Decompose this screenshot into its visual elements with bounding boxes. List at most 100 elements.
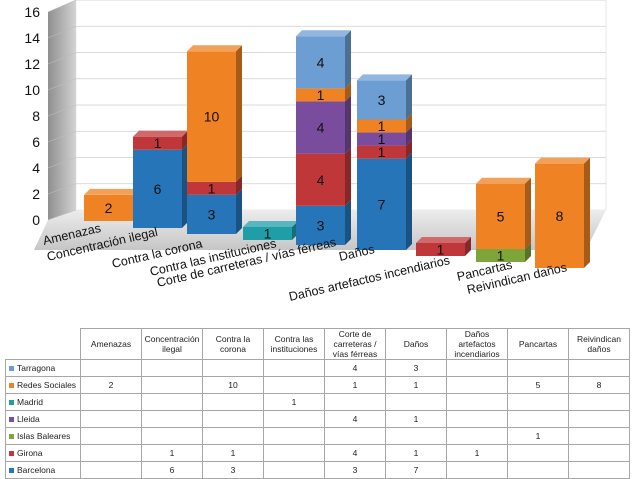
table-cell — [507, 461, 569, 479]
data-label: 1 — [378, 144, 386, 160]
y-tick-label: 4 — [32, 160, 40, 176]
table-cell — [507, 393, 569, 411]
table-cell — [446, 393, 508, 411]
table-cell — [568, 427, 630, 445]
bar-segment-front — [357, 132, 406, 146]
data-label: 4 — [317, 120, 325, 136]
table-header-row: Amenazas Concentración ilegal Contra la co… — [5, 328, 630, 360]
bar-segment: 1 — [296, 82, 351, 103]
table-cell — [80, 461, 142, 479]
bar-segment-side — [345, 95, 351, 154]
legend-label: Islas Baleares — [17, 431, 71, 441]
legend-swatch — [9, 434, 14, 440]
legend-swatch — [9, 383, 14, 389]
bar-segment-front — [535, 163, 584, 268]
gridline-side — [47, 183, 77, 195]
bar-segment-side — [345, 82, 351, 102]
bar-segment-front — [296, 205, 345, 245]
legend-label: Girona — [17, 448, 43, 458]
table-column-header: Pancartas — [507, 328, 569, 360]
bar-top — [416, 236, 471, 243]
table-cell: 1 — [385, 376, 447, 394]
data-label: 3 — [208, 206, 216, 222]
y-tick-label: 16 — [24, 4, 40, 20]
legend-swatch — [9, 366, 14, 372]
table-cell — [263, 444, 325, 462]
bar-segment-side — [584, 157, 590, 268]
table-cell — [568, 410, 630, 428]
table-cell — [80, 444, 142, 462]
bar-segment-side — [182, 143, 188, 228]
table-cell — [141, 393, 203, 411]
table-cell — [324, 393, 386, 411]
bar-segment: 1 — [243, 220, 298, 241]
bar-segment: 1 — [133, 130, 188, 151]
y-tick-label: 10 — [24, 82, 40, 98]
table-cell — [324, 427, 386, 445]
bar-segment-front — [133, 136, 182, 150]
table-cell — [263, 359, 325, 377]
table-cell: 1 — [324, 376, 386, 394]
table-cell — [568, 444, 630, 462]
table-cell: 1 — [385, 410, 447, 428]
table-cell: 6 — [141, 461, 203, 479]
table-column-header: Contra la corona — [202, 328, 264, 360]
table-cell: 4 — [324, 444, 386, 462]
y-tick-label: 6 — [32, 134, 40, 150]
y-tick-label: 0 — [32, 212, 40, 228]
bar-segment-front — [476, 248, 525, 262]
data-label: 1 — [437, 241, 445, 257]
table-cell — [446, 427, 508, 445]
bar-segment: 1 — [357, 126, 412, 147]
bar-segment-side — [525, 242, 531, 262]
table-body: Tarragona 4 3 Redes Sociales 2 10 1 1 5 8 Madrid 1 L… — [5, 359, 630, 479]
table-row: Madrid 1 — [5, 393, 630, 411]
data-label: 1 — [378, 118, 386, 134]
table-cell — [202, 410, 264, 428]
table-cell — [263, 410, 325, 428]
table-cell — [263, 461, 325, 479]
table-row: Lleida 4 1 — [5, 410, 630, 428]
bar-segment: 3 — [357, 74, 412, 120]
gridline-side — [47, 130, 77, 143]
table-cell — [141, 427, 203, 445]
table-cell: 3 — [324, 461, 386, 479]
bar-top — [476, 177, 531, 184]
bar-segment-side — [345, 199, 351, 245]
table-cell — [80, 427, 142, 445]
y-axis-ticks: 0 2 4 6 8 10 12 14 16 — [24, 4, 40, 228]
table-column-header: Daños — [385, 328, 447, 360]
table-row-header: Madrid — [5, 393, 81, 411]
table-row-header: Redes Sociales — [5, 376, 81, 394]
table-cell — [141, 376, 203, 394]
data-table: Amenazas Concentración ilegal Contra la co… — [5, 328, 630, 479]
table-cell — [446, 359, 508, 377]
table-cell: 3 — [385, 359, 447, 377]
legend-label: Redes Sociales — [17, 380, 77, 390]
bar-segment-front — [416, 242, 465, 256]
bar-segment: 3 — [296, 199, 351, 245]
table-column-header: Amenazas — [80, 328, 142, 360]
bar-segment-front — [187, 51, 236, 182]
bar-segment: 1 — [187, 175, 242, 196]
bar-segment-side — [406, 152, 412, 250]
table-cell — [568, 461, 630, 479]
legend-swatch — [9, 468, 14, 474]
bar-segment-side — [406, 139, 412, 159]
table-cell — [263, 376, 325, 394]
bar-segment-side — [236, 175, 242, 195]
gridline-side — [47, 25, 77, 39]
gridline-side — [47, 209, 77, 221]
table-cell — [202, 393, 264, 411]
bar-segment-side — [345, 30, 351, 89]
bar-segment-front — [296, 36, 345, 89]
bar-segment-front — [476, 183, 525, 249]
table-cell — [446, 461, 508, 479]
bar-segment: 3 — [187, 188, 242, 234]
side-wall — [48, 0, 76, 220]
table-cell: 1 — [446, 444, 508, 462]
bar-top — [187, 45, 242, 52]
bar-segment-side — [406, 74, 412, 120]
data-label: 1 — [154, 135, 162, 151]
table-column-header: Corte de carreteras / vías férreas — [324, 328, 386, 360]
